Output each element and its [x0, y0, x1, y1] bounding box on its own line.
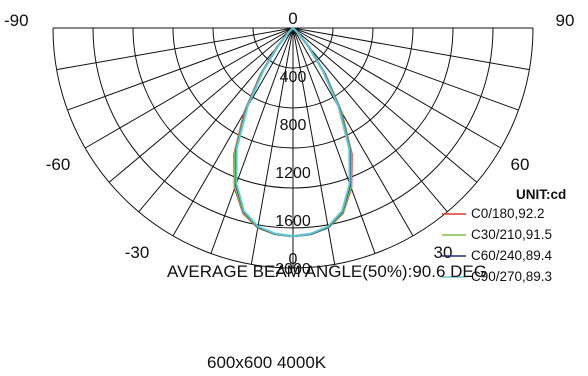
grid-spoke: [292, 27, 502, 149]
legend: C0/180,92.2 C30/210,91.5 C60/240,89.4 C90/2…: [442, 206, 553, 284]
grid-spoke: [138, 27, 294, 213]
angle-label: -60: [46, 155, 71, 174]
grid-spoke: [292, 27, 336, 265]
angle-label: 90: [556, 11, 575, 30]
radial-tick-label: 800: [280, 117, 307, 134]
grid-spoke: [292, 27, 448, 213]
grid-spoke: [172, 27, 294, 237]
angle-label: -90: [4, 11, 29, 30]
radial-tick-label: 1600: [275, 213, 311, 230]
radial-tick-label: 2000: [275, 261, 311, 278]
grid-spoke: [108, 27, 294, 183]
footer-text: 600x600 4000K: [207, 353, 327, 372]
angle-label: -30: [125, 243, 150, 262]
grid-spoke: [210, 27, 294, 254]
legend-label: C0/180,92.2: [471, 206, 545, 221]
beam-angle-text: AVERAGE BEAM ANGLE(50%):90.6 DEG: [167, 262, 487, 281]
grid-spoke: [67, 27, 294, 111]
grid-spoke: [56, 27, 294, 71]
grid-spoke: [84, 27, 294, 149]
legend-label: C60/240,89.4: [471, 248, 553, 263]
grid-spoke: [250, 27, 294, 265]
legend-label: C90/270,89.3: [471, 269, 552, 284]
radial-tick-label: 400: [280, 69, 307, 86]
angle-labels: -90 -60 -30 0 30 60 90: [4, 9, 574, 262]
angle-label: 60: [511, 155, 530, 174]
radial-tick-label: 0: [289, 251, 298, 268]
grid-spoke: [292, 27, 414, 237]
radial-tick-label: 1200: [275, 165, 311, 182]
legend-label: C30/210,91.5: [471, 227, 552, 242]
grid-spoke: [292, 27, 519, 111]
angle-label: 0: [288, 9, 297, 28]
grid-spoke: [292, 27, 478, 183]
series-curves: [233, 27, 353, 238]
unit-label: UNIT:cd: [516, 187, 566, 202]
grid-spoke: [292, 27, 530, 71]
grid-spoke: [292, 27, 376, 254]
series-line-3: [235, 27, 351, 238]
angle-label: 30: [434, 243, 453, 262]
polar-grid: [52, 27, 534, 269]
